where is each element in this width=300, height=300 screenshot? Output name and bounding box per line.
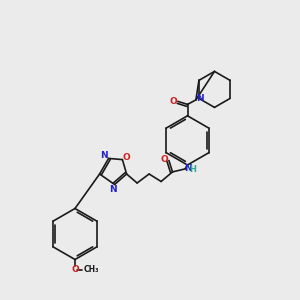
Text: O: O: [161, 154, 169, 164]
Text: CH₃: CH₃: [84, 266, 100, 274]
Text: O: O: [71, 266, 79, 274]
Text: O: O: [170, 97, 178, 106]
Text: O: O: [122, 153, 130, 162]
Text: N: N: [184, 164, 192, 173]
Text: N: N: [110, 184, 117, 194]
Text: N: N: [100, 152, 108, 160]
Text: H: H: [189, 165, 196, 174]
Text: N: N: [196, 94, 203, 103]
